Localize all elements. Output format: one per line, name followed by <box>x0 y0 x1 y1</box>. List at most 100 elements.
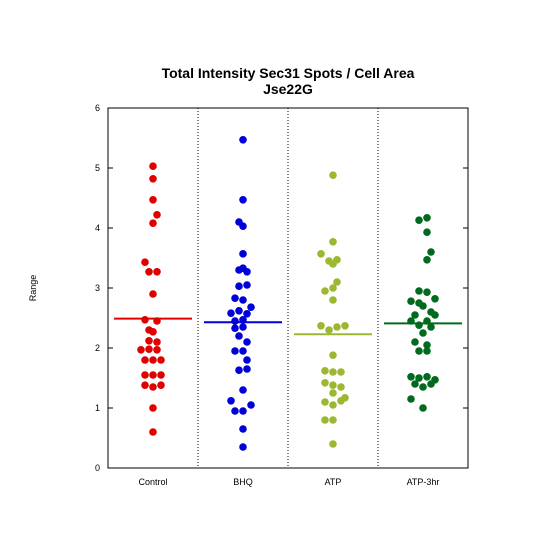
data-point <box>243 281 251 289</box>
plot-frame <box>107 107 469 469</box>
data-point <box>415 347 423 355</box>
data-point <box>243 365 251 373</box>
data-point <box>321 416 329 424</box>
data-point <box>321 379 329 387</box>
data-point <box>427 323 435 331</box>
data-point <box>247 303 255 312</box>
data-point <box>157 356 165 364</box>
data-point <box>149 356 157 364</box>
data-point <box>329 440 337 448</box>
y-tick-label: 4 <box>95 223 100 233</box>
data-point <box>337 383 345 391</box>
data-point <box>141 356 149 364</box>
data-point <box>423 373 431 381</box>
data-point <box>407 373 415 381</box>
data-point <box>145 337 153 345</box>
data-point <box>239 136 247 144</box>
data-point <box>137 346 145 354</box>
data-point <box>329 351 337 360</box>
data-point <box>157 381 165 390</box>
y-tick-label: 3 <box>95 283 100 293</box>
chart-title-line-1: Total Intensity Sec31 Spots / Cell Area <box>162 65 415 81</box>
data-point <box>227 397 235 405</box>
data-point <box>239 443 247 451</box>
data-point <box>239 222 247 230</box>
data-point <box>321 367 329 375</box>
data-point <box>321 398 329 406</box>
data-point <box>149 290 157 298</box>
data-point <box>149 162 157 170</box>
data-point <box>231 407 239 415</box>
data-point <box>431 295 439 303</box>
data-point <box>423 288 431 297</box>
data-point <box>415 374 423 382</box>
data-point <box>325 326 333 334</box>
y-tick-label: 0 <box>95 463 100 473</box>
group-dividers <box>197 108 379 468</box>
data-point <box>141 258 149 267</box>
data-point <box>329 389 337 397</box>
data-point <box>153 346 161 354</box>
data-point <box>153 211 161 219</box>
data-point <box>235 332 243 340</box>
mean-lines <box>114 317 462 336</box>
data-point <box>415 216 423 224</box>
data-point <box>157 371 165 379</box>
data-point <box>231 324 239 333</box>
data-point <box>321 287 329 295</box>
data-point <box>149 196 157 204</box>
y-tick-label: 5 <box>95 163 100 173</box>
x-category-label: BHQ <box>233 477 253 487</box>
data-point <box>239 347 247 355</box>
data-point <box>243 310 251 318</box>
data-point <box>317 322 325 330</box>
data-point <box>149 371 157 379</box>
data-point <box>329 260 337 268</box>
data-point <box>431 311 439 319</box>
chart-title-line-2: Jse22G <box>263 81 313 97</box>
data-point <box>329 401 337 409</box>
data-point <box>239 250 247 258</box>
data-point <box>153 268 161 276</box>
data-point <box>423 347 431 355</box>
data-point <box>423 214 431 222</box>
data-point <box>235 307 243 315</box>
y-tick-label: 6 <box>95 103 100 113</box>
data-point <box>149 383 157 391</box>
data-point <box>231 294 239 303</box>
data-point <box>427 248 435 256</box>
data-point <box>427 380 435 388</box>
data-point <box>415 287 423 295</box>
data-point <box>149 175 157 183</box>
data-point <box>329 238 337 246</box>
x-category-label: ATP <box>325 477 342 487</box>
data-point <box>149 328 157 336</box>
data-point <box>235 366 243 375</box>
data-point <box>423 255 431 264</box>
y-axis-ticks: 0 1 2 3 4 5 6 <box>95 103 468 473</box>
data-point <box>419 383 427 391</box>
data-point <box>239 196 247 204</box>
data-point <box>419 404 427 412</box>
x-category-label: ATP-3hr <box>407 477 440 487</box>
data-point <box>423 228 431 236</box>
data-point <box>419 302 427 310</box>
data-point <box>317 250 325 258</box>
data-point <box>153 338 161 346</box>
data-point <box>141 381 149 390</box>
data-point <box>419 329 427 337</box>
data-point <box>243 338 251 346</box>
data-point <box>333 278 341 286</box>
data-point <box>329 296 337 304</box>
data-point <box>149 219 157 227</box>
data-point <box>411 311 419 319</box>
x-category-label: Control <box>138 477 167 487</box>
x-axis-category-labels: Control BHQ ATP ATP-3hr <box>138 477 439 487</box>
data-point <box>145 268 153 276</box>
data-point <box>329 368 337 376</box>
data-point <box>239 296 247 304</box>
data-point <box>227 309 235 318</box>
data-point <box>341 322 349 330</box>
data-point <box>149 404 157 412</box>
